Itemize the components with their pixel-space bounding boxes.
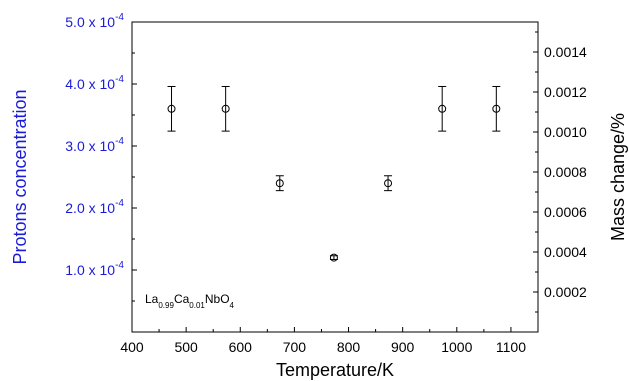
data-point [384, 175, 393, 192]
y-right-tick-label: 0.0006 [544, 204, 587, 220]
x-tick-label: 800 [337, 339, 361, 355]
x-tick-label: 1100 [496, 339, 526, 355]
y-left-tick-label: 4.0 x 10-4 [65, 74, 124, 92]
data-point [221, 85, 230, 132]
data-point [329, 253, 338, 262]
plot-frame [131, 21, 539, 333]
y-right-tick-label: 0.0012 [544, 84, 587, 100]
x-tick-label: 500 [174, 339, 198, 355]
y-right-axis-title: Mass change/% [608, 113, 628, 241]
point-marker [275, 179, 284, 188]
x-axis-title: Temperature/K [276, 360, 394, 380]
x-tick-label: 600 [229, 339, 253, 355]
y-left-tick-label: 3.0 x 10-4 [65, 136, 124, 154]
point-marker [329, 253, 338, 262]
x-tick-label: 400 [120, 339, 144, 355]
x-axis-ticks: 400 500 600 700 800 900 1000 1100 [120, 327, 526, 355]
data-points [167, 85, 501, 262]
y-right-tick-label: 0.0010 [544, 124, 587, 140]
data-point [438, 85, 447, 132]
y-right-tick-label: 0.0008 [544, 164, 587, 180]
y-right-tick-label: 0.0002 [544, 284, 587, 300]
y-left-tick-label: 2.0 x 10-4 [65, 198, 124, 216]
data-point [167, 85, 176, 132]
point-marker [438, 104, 447, 113]
y-left-tick-label: 5.0 x 10-4 [65, 12, 124, 30]
data-point [275, 175, 284, 192]
y-right-tick-label: 0.0014 [544, 44, 587, 60]
point-marker [167, 104, 176, 113]
compound-label: La0.99Ca0.01NbO4 [145, 292, 235, 310]
point-marker [384, 179, 393, 188]
y-left-tick-label: 1.0 x 10-4 [65, 260, 124, 278]
point-marker [492, 104, 501, 113]
y-right-axis-ticks: 0.0002 0.0004 0.0006 0.0008 0.0010 0.0012 0.00… [533, 31, 587, 313]
data-point [492, 85, 501, 132]
x-tick-label: 1000 [441, 339, 472, 355]
y-left-axis-ticks: 1.0 x 10-4 2.0 x 10-4 3.0 x 10-4 4.0 x 10-4… [65, 12, 137, 302]
x-tick-label: 700 [283, 339, 307, 355]
point-marker [221, 104, 230, 113]
y-left-axis-title: Protons concentration [10, 89, 30, 264]
x-tick-label: 900 [391, 339, 415, 355]
y-right-tick-label: 0.0004 [544, 244, 587, 260]
